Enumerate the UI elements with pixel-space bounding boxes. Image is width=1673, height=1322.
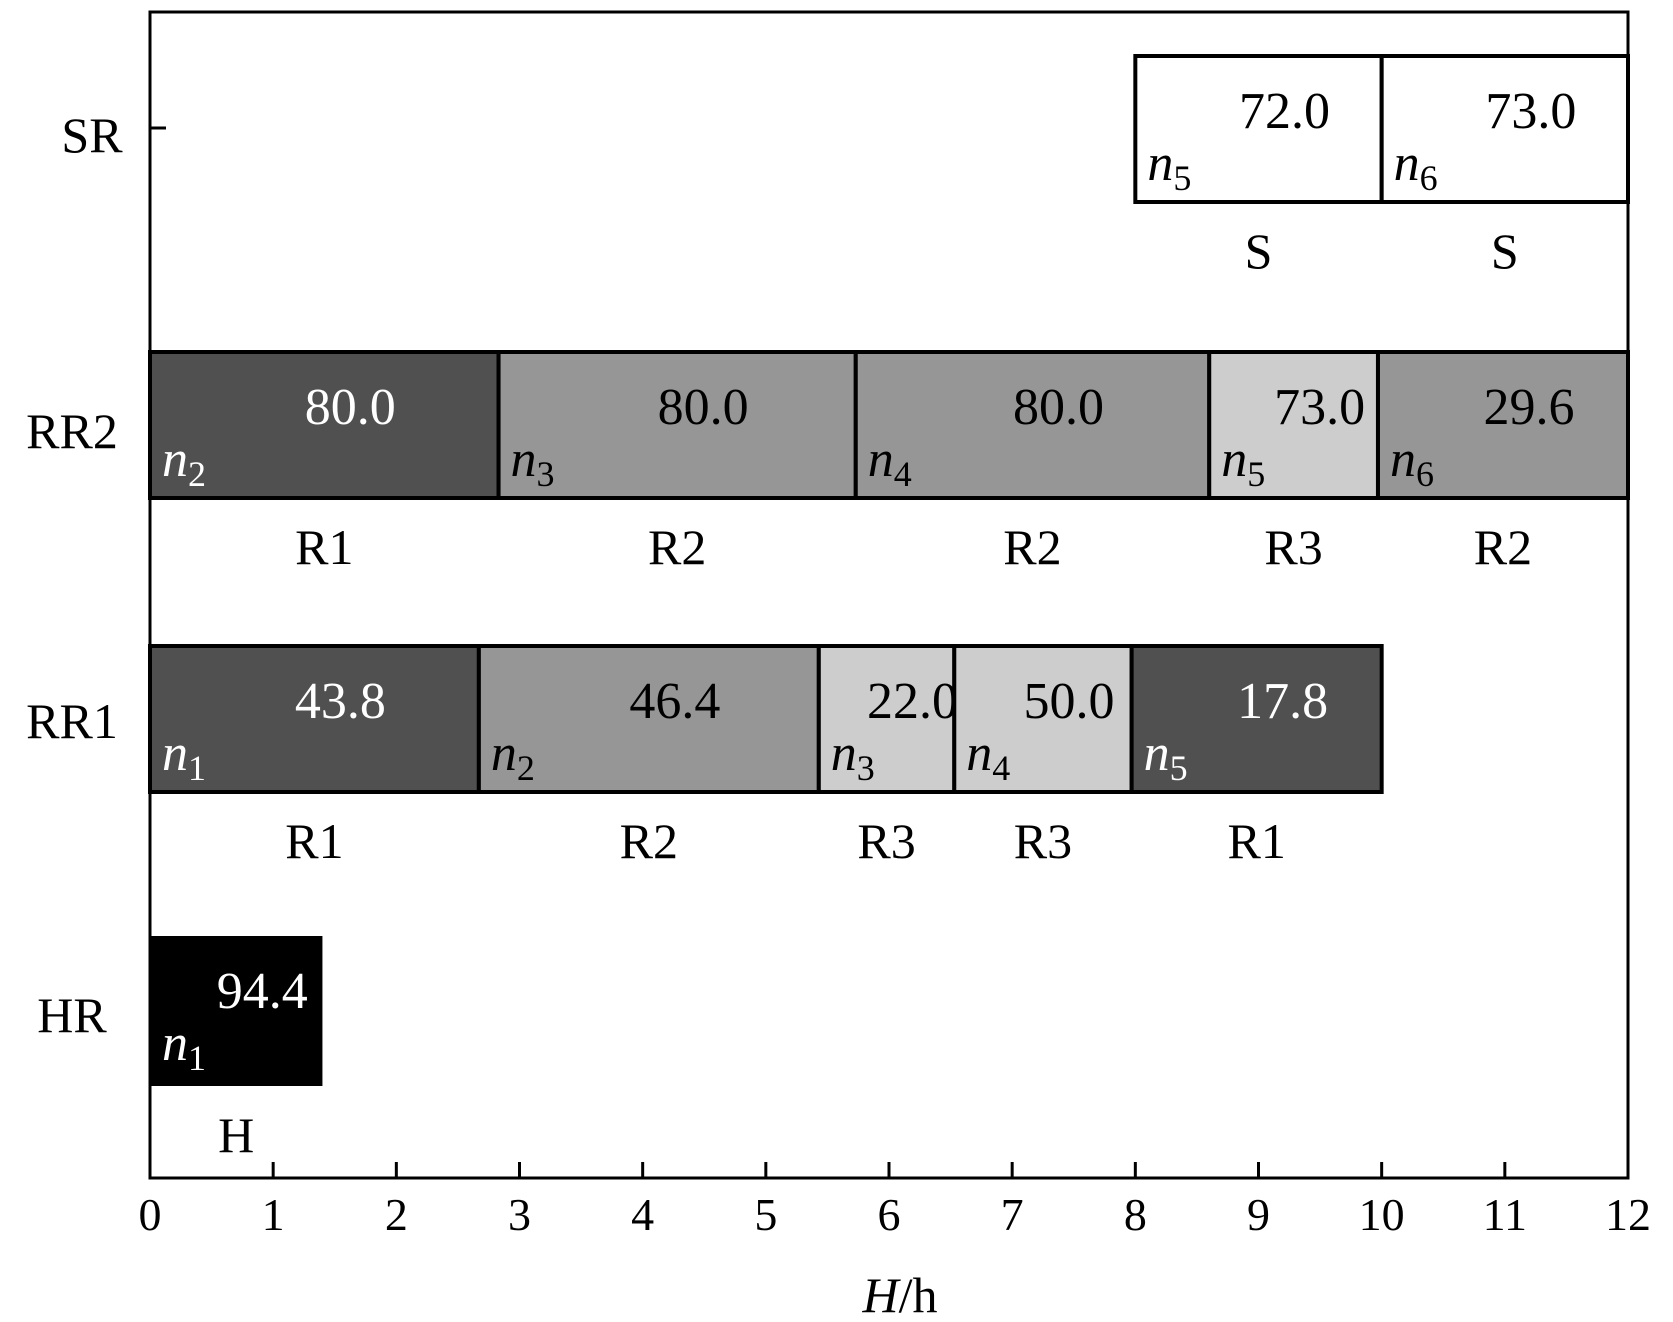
y-axis: SR RR2 RR1 HR (26, 107, 166, 1043)
x-tick-label: 11 (1483, 1189, 1527, 1240)
mode-label: R3 (857, 813, 915, 869)
task-block: 80.0 n4 (853, 350, 1212, 500)
task-block: 43.8 n1 (148, 644, 481, 794)
task-value: 17.8 (1237, 673, 1328, 730)
task-value: 94.4 (217, 963, 308, 1020)
x-tick-label: 10 (1359, 1189, 1405, 1240)
task-block: 46.4 n2 (476, 644, 821, 794)
task-block: 94.4n1 (150, 936, 323, 1086)
task-value: 50.0 (1023, 673, 1114, 730)
task-value: 22.0 (867, 673, 958, 730)
task-value: 73.0 (1274, 379, 1365, 436)
task-bars: 72.0 n5 S 73.0 n6 S 80.0 n2 R1 80.0 n3 R2 80.0 n4 R2 73… (148, 54, 1631, 1163)
x-axis-title: H/h (861, 1267, 937, 1322)
task-block: 29.6 n6 (1375, 350, 1631, 500)
mode-label: R3 (1014, 813, 1072, 869)
ship-label: n3 (831, 725, 875, 788)
mode-label: R2 (648, 519, 706, 575)
row-label: RR2 (26, 403, 118, 459)
task-block: 72.0 n5 (1133, 54, 1384, 204)
task-bar (1133, 54, 1384, 204)
row-label: RR1 (26, 693, 118, 749)
ship-label: n2 (491, 725, 535, 788)
ship-label: n6 (1394, 135, 1438, 198)
x-tick-label: 1 (262, 1189, 285, 1240)
ship-label: n4 (966, 725, 1010, 788)
mode-label: H (218, 1107, 254, 1163)
ship-label: n1 (162, 725, 206, 788)
task-block: 50.0n4 (952, 644, 1134, 794)
mode-label: S (1491, 223, 1519, 279)
mode-label: R1 (1227, 813, 1285, 869)
mode-label: R2 (1474, 519, 1532, 575)
ship-label: n5 (1221, 431, 1265, 494)
ship-label: n2 (162, 431, 206, 494)
ship-label: n5 (1144, 725, 1188, 788)
x-tick-label: 2 (385, 1189, 408, 1240)
mode-label: R2 (1003, 519, 1061, 575)
task-bar (816, 644, 957, 794)
task-value: 43.8 (295, 673, 386, 730)
task-value: 80.0 (305, 379, 396, 436)
x-tick-label: 0 (139, 1189, 162, 1240)
task-value: 72.0 (1239, 83, 1330, 140)
x-tick-label: 4 (631, 1189, 654, 1240)
ship-label: n3 (511, 431, 555, 494)
ship-label: n6 (1390, 431, 1434, 494)
task-block: 80.0 n2 (148, 350, 501, 500)
task-bar (853, 350, 1212, 500)
task-value: 46.4 (629, 673, 720, 730)
task-block: 17.8 n5 (1129, 644, 1384, 794)
x-tick-label: 8 (1124, 1189, 1147, 1240)
task-bar (952, 644, 1134, 794)
x-tick-label: 7 (1001, 1189, 1024, 1240)
x-tick-label: 5 (754, 1189, 777, 1240)
task-bar (1207, 350, 1380, 500)
task-block: 80.0 n3 (496, 350, 858, 500)
task-block: 73.0n5 (1207, 350, 1380, 500)
x-tick-label: 12 (1605, 1189, 1651, 1240)
mode-label: R2 (620, 813, 678, 869)
task-bar (1379, 54, 1630, 204)
ship-label: n4 (868, 431, 912, 494)
x-tick-label: 9 (1247, 1189, 1270, 1240)
x-tick-label: 6 (878, 1189, 901, 1240)
task-bar (496, 350, 858, 500)
task-bar (148, 644, 481, 794)
mode-label: S (1245, 223, 1273, 279)
task-value: 29.6 (1483, 379, 1574, 436)
task-block: 22.0n3 (816, 644, 958, 794)
task-value: 73.0 (1485, 83, 1576, 140)
x-axis: 0 1 2 3 4 5 6 7 8 9 10 11 12 (139, 1162, 1651, 1240)
task-bar (150, 936, 323, 1086)
task-bar (1129, 644, 1384, 794)
task-bar (1375, 350, 1631, 500)
row-label: HR (37, 987, 107, 1043)
task-value: 80.0 (658, 379, 749, 436)
x-tick-label: 3 (508, 1189, 531, 1240)
mode-label: R3 (1264, 519, 1322, 575)
ship-label: n1 (162, 1015, 206, 1078)
row-label: SR (61, 107, 123, 163)
mode-label: R1 (295, 519, 353, 575)
mode-label: R1 (285, 813, 343, 869)
task-block: 73.0 n6 (1379, 54, 1630, 204)
ship-label: n5 (1147, 135, 1191, 198)
task-value: 80.0 (1013, 379, 1104, 436)
